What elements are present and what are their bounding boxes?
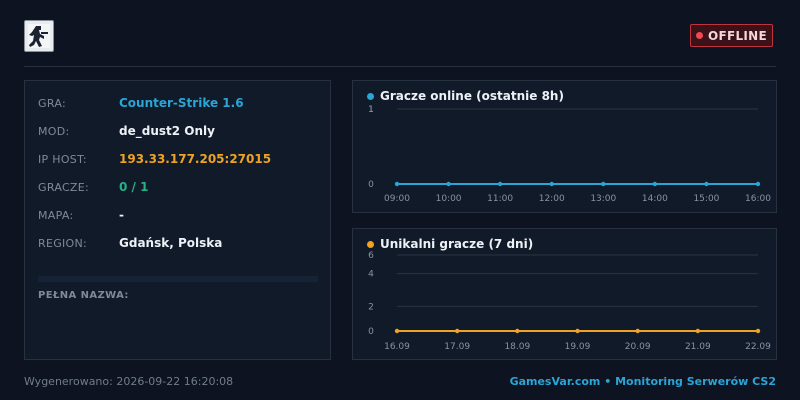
data-point — [635, 328, 640, 334]
info-label: MAPA: — [38, 209, 74, 222]
x-tick-label: 18.09 — [504, 342, 530, 352]
x-tick-label: 19.09 — [565, 342, 591, 352]
data-point — [394, 181, 400, 187]
unique-players-chart-panel: 6 4 2 0 16.09 17.09 18.09 19.09 20.09 21.09 22.09 … — [352, 228, 777, 360]
status-dot-icon — [695, 32, 703, 39]
y-tick-label: 6 — [368, 251, 374, 261]
legend-dot-icon — [367, 92, 374, 100]
status-label: OFFLINE — [707, 28, 768, 43]
game-value: Counter-Strike 1.6 — [119, 96, 244, 110]
counter-strike-logo-icon — [24, 20, 54, 52]
y-tick-label: 2 — [368, 302, 374, 312]
data-point — [454, 328, 460, 334]
generated-timestamp: Wygenerowano: 2026-09-22 16:20:08 — [24, 375, 234, 388]
data-point — [704, 181, 709, 187]
y-tick-label: 0 — [368, 180, 374, 190]
info-label: IP HOST: — [38, 153, 87, 166]
x-tick-label: 16:00 — [745, 194, 771, 204]
data-point — [515, 328, 520, 334]
y-tick-label: 0 — [368, 327, 374, 337]
footer-brand-link[interactable]: GamesVar.com • Monitoring Serwerów CS2 — [509, 375, 776, 388]
unique-players-chart: 6 4 2 0 16.09 17.09 18.09 19.09 20.09 21.09 22.09 — [368, 251, 771, 352]
y-tick-label: 1 — [368, 105, 374, 115]
x-tick-label: 22.09 — [745, 342, 771, 352]
ip-value[interactable]: 193.33.177.205:27015 — [119, 152, 272, 166]
x-tick-label: 15:00 — [693, 194, 719, 204]
info-label: MOD: — [38, 125, 70, 138]
data-point — [497, 181, 503, 187]
x-tick-label: 14:00 — [642, 194, 668, 204]
full-name-label: PEŁNA NAZWA: — [38, 290, 129, 301]
chart-title: Gracze online (ostatnie 8h) — [367, 89, 564, 103]
data-point — [575, 328, 580, 334]
data-point — [394, 328, 400, 334]
x-tick-label: 16.09 — [384, 342, 410, 352]
status-badge: OFFLINE — [690, 24, 773, 47]
x-tick-label: 10:00 — [436, 194, 462, 204]
data-point — [549, 181, 554, 187]
data-point — [755, 328, 761, 334]
map-value: - — [119, 208, 124, 222]
data-point — [446, 181, 451, 187]
region-value: Gdańsk, Polska — [119, 236, 223, 250]
y-tick-label: 4 — [368, 270, 374, 280]
legend-dot-icon — [367, 240, 374, 248]
x-tick-label: 12:00 — [539, 194, 565, 204]
unique-chart-title: Unikalni gracze (7 dni) — [380, 237, 534, 251]
x-tick-label: 11:00 — [487, 194, 513, 204]
x-tick-label: 17.09 — [444, 342, 470, 352]
header-divider — [24, 66, 776, 67]
x-tick-label: 21.09 — [685, 342, 711, 352]
data-point — [695, 328, 701, 334]
data-point — [601, 181, 606, 187]
online-chart-title: Gracze online (ostatnie 8h) — [380, 89, 564, 103]
mod-value: de_dust2 Only — [119, 124, 215, 138]
players-value: 0 / 1 — [119, 180, 149, 194]
full-name-bar — [38, 276, 318, 282]
server-info-panel: GRA: Counter-Strike 1.6 MOD: de_dust2 On… — [24, 80, 331, 360]
online-players-chart-panel: 1 1 0 09:00 10:00 11:00 12:00 13:00 14:00 15:00 16… — [352, 80, 777, 213]
chart-title: Unikalni gracze (7 dni) — [367, 237, 533, 251]
info-label: GRACZE: — [38, 181, 90, 194]
info-label: GRA: — [38, 97, 66, 110]
x-tick-label: 20.09 — [625, 342, 651, 352]
data-point — [652, 181, 658, 187]
x-tick-label: 13:00 — [590, 194, 616, 204]
info-label: REGION: — [38, 237, 88, 250]
x-tick-label: 09:00 — [384, 194, 410, 204]
data-point — [755, 181, 761, 187]
y-tick-label: 1 — [368, 105, 374, 115]
